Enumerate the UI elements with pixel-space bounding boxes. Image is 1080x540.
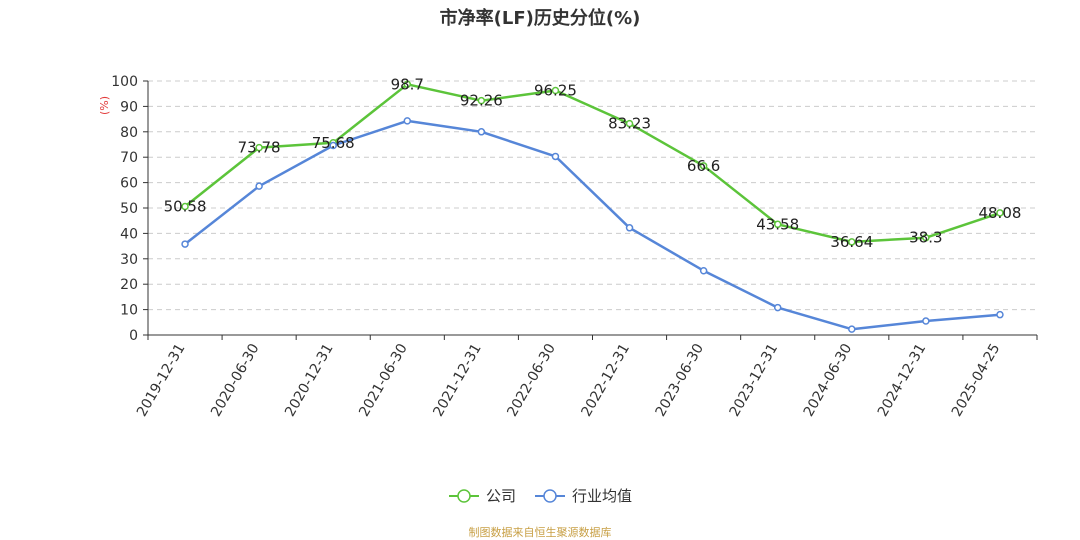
y-tick-label: 100 — [111, 74, 138, 90]
legend-industry-line-icon — [534, 488, 566, 504]
series-1-point — [255, 182, 263, 190]
x-tick-label: 2020-12-31 — [282, 341, 337, 419]
chart-title: 市净率(LF)历史分位(%) — [439, 8, 641, 29]
series-1-point — [403, 117, 412, 125]
y-tick-label: 90 — [120, 99, 138, 115]
axis-layer: 0 10 20 30 40 50 60 70 80 90 100(%) 2019-12-31 2020-… — [98, 74, 1038, 419]
data-label: 98.7 — [391, 75, 424, 93]
series-0-point — [625, 119, 634, 128]
y-tick-label: 50 — [120, 201, 138, 217]
data-label: 48.08 — [978, 204, 1021, 222]
label-layer: 50.58 73.78 75.68 98.7 92.26 96.25 83.23 66.6 43… — [164, 75, 1022, 251]
source-note: 制图数据来自恒生聚源数据库 — [468, 526, 612, 539]
legend-item-industry-average[interactable]: 行业均值 — [534, 485, 632, 506]
y-tick-label: 20 — [120, 277, 138, 293]
data-label: 66.6 — [687, 157, 720, 175]
x-tick-label: 2025-04-25 — [949, 341, 1004, 419]
series-1-point — [181, 240, 189, 248]
series-0-point — [773, 220, 782, 229]
series-0-point — [996, 209, 1004, 217]
x-tick-label: 2023-06-30 — [653, 341, 708, 419]
series-1-point — [477, 128, 486, 136]
grid-layer — [148, 80, 1037, 311]
series-1-point — [551, 152, 560, 161]
series-1-point — [329, 141, 337, 150]
series-line-1 — [184, 119, 1001, 331]
x-tick-label: 2021-06-30 — [356, 341, 411, 419]
x-tick-label: 2024-12-31 — [875, 341, 930, 419]
series-1-point — [996, 310, 1004, 319]
y-tick-label: 60 — [120, 176, 138, 192]
data-label: 36.64 — [830, 233, 873, 251]
x-tick-label: 2024-06-30 — [801, 341, 856, 419]
y-tick-label: 30 — [120, 252, 138, 268]
x-tick-label: 2023-12-31 — [727, 341, 782, 419]
series-0-point — [551, 86, 560, 95]
y-tick-label: 40 — [120, 226, 138, 242]
series-1-point — [922, 317, 930, 325]
x-tick-label: 2021-12-31 — [430, 341, 485, 419]
series-0-point — [403, 80, 412, 89]
data-label: 73.78 — [238, 139, 281, 157]
series-1-point — [699, 266, 708, 275]
data-label: 50.58 — [164, 198, 207, 216]
series-0-point — [699, 162, 708, 170]
series-1-point — [848, 325, 856, 333]
series-1-point — [625, 224, 634, 232]
data-label: 83.23 — [608, 115, 651, 133]
data-label: 75.68 — [312, 134, 355, 152]
data-label: 38.3 — [909, 229, 942, 247]
series-line-0 — [184, 83, 1001, 244]
series-0-point — [181, 202, 189, 211]
series-0-point — [848, 238, 856, 246]
x-tick-label: 2022-06-30 — [504, 341, 559, 419]
y-tick-label: 70 — [120, 150, 138, 166]
legend-item-company[interactable]: 公司 — [448, 485, 516, 506]
legend-industry-label: 行业均值 — [572, 487, 633, 505]
y-axis-unit-label: (%) — [98, 96, 111, 115]
series-layer — [181, 80, 1004, 333]
y-tick-label: 0 — [129, 328, 138, 344]
legend-company-label: 公司 — [485, 487, 516, 505]
series-0-point — [922, 233, 930, 242]
series-0-point — [477, 96, 486, 105]
x-tick-label: 2020-06-30 — [208, 341, 263, 419]
data-label: 96.25 — [534, 82, 577, 100]
data-label: 43.58 — [756, 215, 799, 233]
series-1-point — [773, 303, 782, 312]
x-tick-label: 2022-12-31 — [578, 341, 633, 419]
legend: 公司 行业均值 — [0, 485, 1080, 506]
series-0-point — [255, 143, 263, 152]
data-label: 92.26 — [460, 92, 503, 110]
legend-company-line-icon — [448, 488, 480, 504]
y-tick-label: 10 — [120, 303, 138, 319]
x-tick-label: 2019-12-31 — [134, 341, 189, 419]
y-tick-label: 80 — [120, 125, 138, 141]
